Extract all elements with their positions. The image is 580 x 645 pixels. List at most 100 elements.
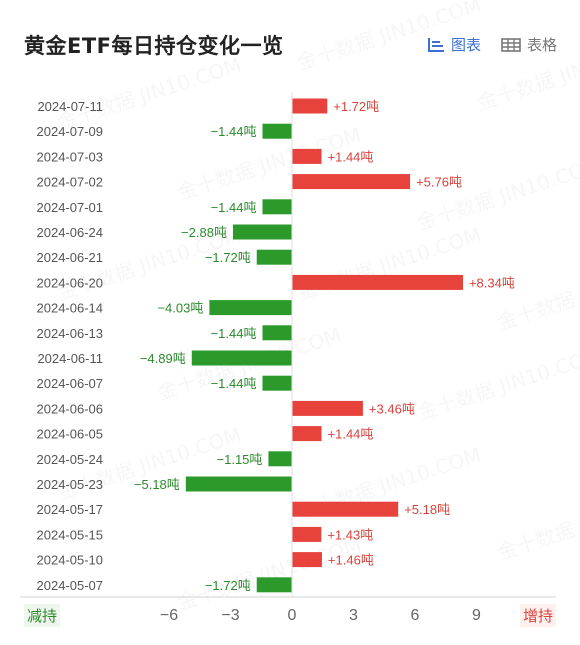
x-tick-label: 3 [349,607,358,624]
decrease-bar[interactable] [262,325,292,341]
watermark-text: 金十数据 JIN10.COM [54,53,244,135]
category-label: 2024-06-20 [37,275,104,290]
category-label: 2024-05-10 [37,553,104,568]
category-label: 2024-06-24 [37,225,104,240]
value-label: −5.18吨 [134,477,180,492]
value-label: −1.72吨 [205,250,251,265]
bar-row: 2024-06-11 −4.89吨 [37,350,292,366]
bar-row: 2024-05-23 −5.18吨 [37,476,292,492]
increase-bar[interactable] [292,526,322,542]
increase-bar[interactable] [292,174,411,190]
increase-bar[interactable] [292,98,328,114]
category-label: 2024-05-15 [37,527,104,542]
increase-bar[interactable] [292,426,322,442]
increase-bar[interactable] [292,148,322,164]
category-label: 2024-06-21 [37,250,104,265]
bar-row: 2024-06-21 −1.72吨 [37,249,292,265]
category-label: 2024-07-01 [37,200,104,215]
bar-chart-icon [428,37,444,52]
watermark-text: 金十数据 JIN10.COM [414,153,580,235]
page-title: 黄金ETF每日持仓变化一览 [24,34,284,58]
watermark-text: 金十数据 JIN10.COM [494,483,580,565]
category-label: 2024-07-03 [37,149,104,164]
category-label: 2024-07-02 [37,175,104,190]
decrease-bar[interactable] [191,350,292,366]
watermark-text: 金十数据 JIN10.COM [294,0,484,75]
decrease-label: 减持 [24,604,61,627]
decrease-bar[interactable] [262,123,292,139]
bar-row: 2024-05-17 +5.18吨 [37,501,450,517]
chart-view-tab[interactable]: 图表 [427,34,481,55]
category-label: 2024-05-17 [37,502,104,517]
value-label: −1.15吨 [217,452,263,467]
value-label: +1.46吨 [328,553,374,568]
x-tick-label: 9 [472,607,481,624]
bar-row: 2024-06-05 +1.44吨 [37,426,374,442]
value-label: +1.44吨 [328,427,374,442]
category-label: 2024-06-05 [37,427,104,442]
value-label: +3.46吨 [369,401,415,416]
value-label: −1.44吨 [211,376,257,391]
chart-header: 黄金ETF每日持仓变化一览 图表 表格 [0,0,580,90]
decrease-bar[interactable] [262,375,292,391]
bar-row: 2024-07-02 +5.76吨 [37,174,462,190]
table-view-label: 表格 [527,36,558,54]
value-label: −4.89吨 [140,351,186,366]
value-label: −2.88吨 [181,225,227,240]
x-tick-label: −3 [221,607,239,624]
category-label: 2024-06-13 [37,326,104,341]
value-label: +5.76吨 [416,175,462,190]
bar-row: 2024-06-24 −2.88吨 [37,224,292,240]
x-tick-label: 0 [288,607,297,624]
value-label: +1.72吨 [333,99,379,114]
bar-row: 2024-06-07 −1.44吨 [37,375,292,391]
bar-row: 2024-07-09 −1.44吨 [37,123,292,139]
x-tick-label: −6 [160,607,178,624]
decrease-bar[interactable] [262,199,292,215]
decrease-bar[interactable] [185,476,292,492]
category-label: 2024-05-07 [37,578,104,593]
increase-bar[interactable] [292,552,322,568]
x-tick-label: 6 [411,607,420,624]
value-label: −1.44吨 [211,124,257,139]
value-label: +1.43吨 [327,527,373,542]
category-label: 2024-07-09 [37,124,104,139]
value-label: +5.18吨 [404,502,450,517]
decrease-bar[interactable] [209,300,292,316]
chart-view-label: 图表 [451,36,482,54]
category-label: 2024-06-11 [37,351,103,366]
value-label: +1.44吨 [328,149,374,164]
category-label: 2024-06-07 [37,376,104,391]
bar-row: 2024-06-13 −1.44吨 [37,325,292,341]
watermark-text: 金十数据 JIN10.COM [474,33,580,115]
table-icon [501,37,521,52]
decrease-bar[interactable] [232,224,292,240]
bar-row: 2024-07-01 −1.44吨 [37,199,292,215]
value-label: +8.34吨 [469,275,515,290]
category-label: 2024-05-23 [37,477,104,492]
increase-label: 增持 [520,604,557,627]
bar-row: 2024-07-11 +1.72吨 [37,98,379,114]
increase-bar[interactable] [292,501,399,517]
table-view-tab[interactable]: 表格 [501,34,557,55]
decrease-bar[interactable] [256,249,292,265]
watermark-text: 金十数据 JIN10.COM [294,223,484,305]
bar-row: 2024-05-07 −1.72吨 [37,577,292,593]
watermark-text: 金十数据 JIN10.COM [494,253,580,335]
watermark-text: 金十数据 JIN10.COM [414,343,580,425]
bar-row: 2024-05-15 +1.43吨 [37,526,373,542]
value-label: −1.44吨 [211,200,257,215]
value-label: −1.44吨 [211,326,257,341]
category-label: 2024-07-11 [37,99,103,114]
bar-row: 2024-06-20 +8.34吨 [37,274,515,290]
bar-row: 2024-05-24 −1.15吨 [37,451,292,467]
watermark-text: 金十数据 JIN10.COM [174,533,364,615]
value-label: −4.03吨 [157,301,203,316]
category-label: 2024-06-06 [37,401,104,416]
decrease-bar[interactable] [268,451,292,467]
decrease-bar[interactable] [256,577,292,593]
increase-bar[interactable] [292,400,363,416]
increase-bar[interactable] [292,274,463,290]
